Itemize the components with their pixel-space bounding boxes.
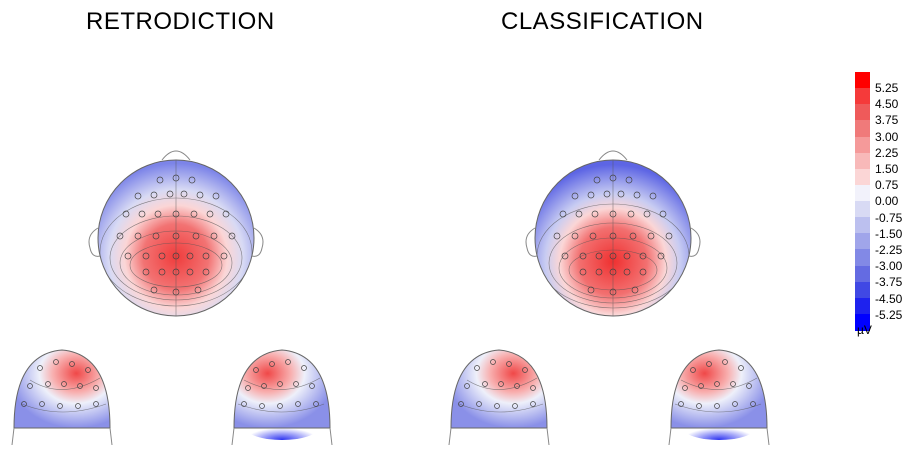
colorbar-swatch	[855, 184, 870, 202]
colorbar-tick-label: -2.25	[875, 243, 903, 257]
retrodiction-left-side-view	[11, 349, 113, 446]
colorbar-swatch	[855, 281, 870, 299]
colorbar-tick-label: 4.50	[875, 97, 899, 112]
colorbar-tick-label: -3.75	[875, 275, 903, 290]
colorbar-tick-label: -0.75	[875, 210, 903, 225]
colorbar-swatch	[855, 104, 870, 121]
classification-right-side-view	[668, 349, 770, 446]
colorbar-swatch	[855, 72, 870, 89]
colorbar-swatch	[855, 313, 870, 331]
colorbar-swatch	[855, 201, 870, 218]
colorbar-tick-label: 2.25	[875, 145, 899, 160]
colorbar-tick-label: 5.25	[875, 81, 899, 95]
classification-top-view	[525, 150, 701, 317]
colorbar-tick-label: -3.00	[875, 259, 903, 274]
colorbar-tick-label: 3.75	[875, 113, 899, 128]
colorbar-tick-label: 0.00	[875, 194, 899, 209]
colorbar-swatch	[855, 233, 870, 250]
retrodiction-title: RETRODICTION	[86, 8, 275, 35]
colorbar-tick-label: -4.50	[875, 291, 903, 306]
colorbar-unit: µV	[857, 323, 872, 337]
colorbar-swatch	[855, 249, 870, 266]
colorbar-tick-label: 0.75	[875, 178, 899, 193]
retrodiction-top-view	[88, 150, 264, 317]
retrodiction-right-side-view	[231, 349, 333, 446]
colorbar-swatch	[855, 120, 870, 137]
colorbar-swatch	[855, 88, 870, 105]
colorbar-scale	[855, 72, 870, 331]
colorbar-swatch	[855, 168, 870, 186]
colorbar-swatch	[855, 136, 870, 154]
colorbar-swatch	[855, 297, 870, 315]
colorbar-swatch	[855, 265, 870, 283]
classification-title: CLASSIFICATION	[501, 8, 704, 35]
colorbar-swatch	[855, 217, 870, 234]
colorbar-tick-label: 3.00	[875, 129, 899, 144]
colorbar-tick-label: 1.50	[875, 162, 899, 176]
colorbar-tick-label: -5.25	[875, 307, 903, 322]
colorbar-swatch	[855, 152, 870, 170]
colorbar-tick-label: -1.50	[875, 226, 903, 241]
classification-left-side-view	[448, 349, 550, 446]
